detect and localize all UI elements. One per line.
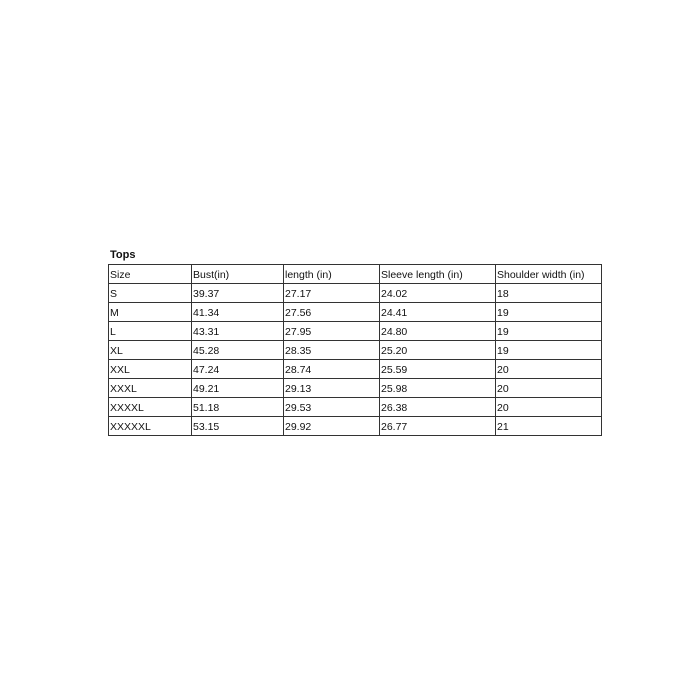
table-title: Tops [110,249,136,261]
table-cell: XXXXL [108,397,192,417]
table-cell: 27.56 [283,302,380,322]
table-cell: 20 [495,378,602,398]
table-cell: 24.80 [379,321,496,341]
table-cell: 47.24 [191,359,284,379]
table-cell: 29.92 [283,416,380,436]
size-chart-table: Size Bust(in) length (in) Sleeve length (in… [108,264,602,436]
column-header: Size [108,264,192,284]
table-cell: 27.17 [283,283,380,303]
table-cell: M [108,302,192,322]
table-cell: 26.38 [379,397,496,417]
table-cell: 25.59 [379,359,496,379]
table-cell: 24.41 [379,302,496,322]
column-header: length (in) [283,264,380,284]
table-cell: XXXL [108,378,192,398]
table-cell: 19 [495,340,602,360]
table-cell: 49.21 [191,378,284,398]
table-cell: 29.13 [283,378,380,398]
table-cell: 24.02 [379,283,496,303]
table-cell: 41.34 [191,302,284,322]
table-cell: 53.15 [191,416,284,436]
table-cell: 20 [495,397,602,417]
table-cell: XL [108,340,192,360]
table-cell: XXL [108,359,192,379]
table-cell: 51.18 [191,397,284,417]
table-cell: 28.74 [283,359,380,379]
table-cell: 20 [495,359,602,379]
column-header: Sleeve length (in) [379,264,496,284]
table-cell: 27.95 [283,321,380,341]
table-row: L 43.31 27.95 24.80 19 [108,321,602,341]
column-header: Shoulder width (in) [495,264,602,284]
table-row: XXXL 49.21 29.13 25.98 20 [108,378,602,398]
table-row: XL 45.28 28.35 25.20 19 [108,340,602,360]
table-row: XXXXXL 53.15 29.92 26.77 21 [108,416,602,436]
table-cell: 21 [495,416,602,436]
table-row: XXXXL 51.18 29.53 26.38 20 [108,397,602,417]
table-cell: 29.53 [283,397,380,417]
table-cell: 19 [495,302,602,322]
table-cell: 25.20 [379,340,496,360]
table-cell: 39.37 [191,283,284,303]
table-cell: 26.77 [379,416,496,436]
table-cell: 19 [495,321,602,341]
table-cell: 18 [495,283,602,303]
table-cell: 45.28 [191,340,284,360]
table-cell: 28.35 [283,340,380,360]
table-cell: 25.98 [379,378,496,398]
table-cell: S [108,283,192,303]
column-header: Bust(in) [191,264,284,284]
table-cell: L [108,321,192,341]
table-row: S 39.37 27.17 24.02 18 [108,283,602,303]
table-row: M 41.34 27.56 24.41 19 [108,302,602,322]
table-cell: 43.31 [191,321,284,341]
table-row: XXL 47.24 28.74 25.59 20 [108,359,602,379]
header-row: Size Bust(in) length (in) Sleeve length (in… [108,264,602,284]
table-cell: XXXXXL [108,416,192,436]
